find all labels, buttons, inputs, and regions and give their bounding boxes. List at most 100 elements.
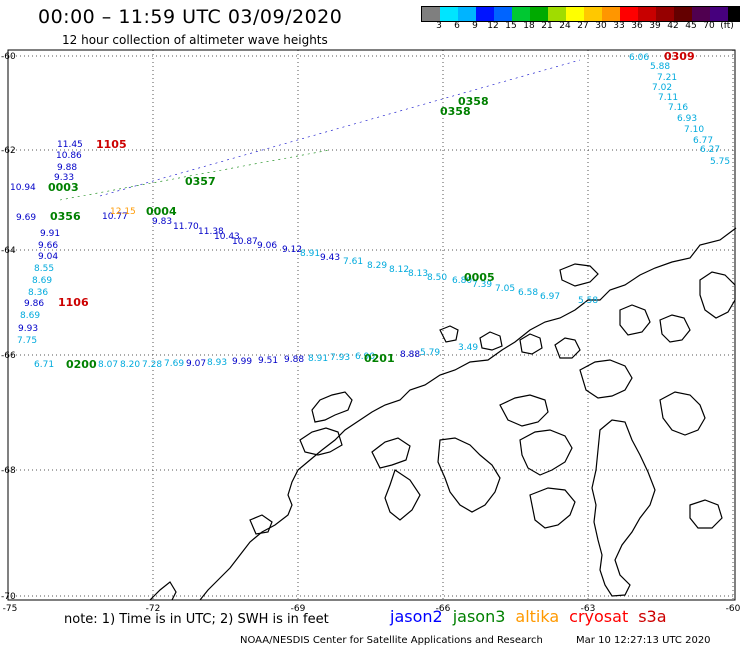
wave-height-label: 6.77 bbox=[693, 136, 713, 146]
color-scale-tick: 24 bbox=[559, 21, 571, 31]
wave-height-label: 9.12 bbox=[282, 245, 302, 255]
coastline-segment bbox=[299, 427, 343, 456]
color-swatch-12 bbox=[638, 7, 656, 21]
lon-label: -66 bbox=[436, 604, 451, 614]
color-scale-tick: 12 bbox=[487, 21, 499, 31]
color-scale-tick: 39 bbox=[649, 21, 661, 31]
coastline-segment bbox=[579, 359, 633, 399]
coastline-segment bbox=[519, 429, 573, 476]
pass-time-label: 0005 bbox=[464, 271, 495, 284]
coastline-segment bbox=[149, 581, 177, 601]
wave-height-label: 8.91 bbox=[300, 249, 320, 259]
color-swatch-13 bbox=[656, 7, 674, 21]
lon-label: -69 bbox=[291, 604, 306, 614]
wave-height-label: 9.86 bbox=[24, 299, 44, 309]
wave-height-label: 11.38 bbox=[198, 227, 224, 237]
coastline-segment bbox=[689, 499, 723, 529]
legend-s3a: s3a bbox=[638, 607, 667, 626]
wave-height-label: 8.91 bbox=[308, 354, 328, 364]
color-scale-tick: (ft) bbox=[720, 21, 734, 31]
color-scale-labels: 3 6 9 12 15 18 21 24 27 30 33 36 39 42 45 70 (ft) bbox=[421, 21, 740, 33]
color-scale-tick: 70 bbox=[703, 21, 715, 31]
lat-label: -66 bbox=[1, 351, 16, 361]
wave-height-label: 10.94 bbox=[10, 183, 36, 193]
color-swatch-14 bbox=[674, 7, 692, 21]
wave-height-label: 6.93 bbox=[677, 114, 697, 124]
map-title: 00:00 – 11:59 UTC 03/09/2020 bbox=[38, 6, 343, 28]
wave-height-label: 9.04 bbox=[38, 252, 58, 262]
wave-height-label: 6.58 bbox=[518, 288, 538, 298]
track-lines bbox=[59, 59, 581, 201]
wave-height-label: 9.07 bbox=[186, 359, 206, 369]
wave-height-label: 9.88 bbox=[57, 163, 77, 173]
coastline-segment bbox=[619, 304, 651, 336]
coastline-segment bbox=[519, 333, 543, 355]
axis-labels: -75 -72 -69 -66 -63 -60 -60 -62 -64 -66 -68 -70 bbox=[1, 52, 740, 614]
lon-label: -63 bbox=[581, 604, 596, 614]
wave-height-label: 7.16 bbox=[668, 103, 688, 113]
wave-height-label: 7.75 bbox=[17, 336, 37, 346]
wave-height-color-scale bbox=[421, 6, 740, 22]
coastline-segment bbox=[559, 263, 599, 287]
lon-label: -60 bbox=[726, 604, 740, 614]
pass-time-label: 0357 bbox=[185, 175, 216, 188]
wave-height-label: 7.93 bbox=[330, 353, 350, 363]
coastline-segment bbox=[384, 469, 421, 521]
color-scale-tick: 27 bbox=[577, 21, 589, 31]
satellite-track bbox=[99, 59, 581, 197]
wave-height-label: 9.88 bbox=[284, 355, 304, 365]
wave-height-label: 8.29 bbox=[367, 261, 387, 271]
wave-height-label: 9.51 bbox=[258, 356, 278, 366]
color-scale-tick: 9 bbox=[472, 21, 478, 31]
wave-height-label: 10.87 bbox=[232, 237, 258, 247]
wave-height-label: 11.70 bbox=[173, 222, 199, 232]
wave-height-label: 9.06 bbox=[257, 241, 277, 251]
pass-time-label: 0003 bbox=[48, 181, 79, 194]
wave-height-label: 6.27 bbox=[700, 145, 720, 155]
lat-label: -62 bbox=[1, 146, 16, 156]
color-scale-tick: 3 bbox=[436, 21, 442, 31]
color-swatch-15 bbox=[692, 7, 710, 21]
color-scale-tick: 30 bbox=[595, 21, 607, 31]
wave-height-label: 8.07 bbox=[98, 360, 118, 370]
wave-height-values: 6.065.887.217.027.117.166.937.106.776.27… bbox=[10, 53, 730, 370]
coastline-segment bbox=[311, 391, 353, 423]
color-swatch-1 bbox=[440, 7, 458, 21]
coastline-segment bbox=[371, 437, 411, 469]
color-swatch-3 bbox=[476, 7, 494, 21]
wave-height-label: 8.88 bbox=[400, 350, 420, 360]
pass-time-label: 0358 bbox=[458, 95, 489, 108]
wave-height-label: 6.97 bbox=[540, 292, 560, 302]
color-scale-tick: 6 bbox=[454, 21, 460, 31]
pass-time-label: 0309 bbox=[664, 50, 695, 63]
coastline-segment bbox=[659, 314, 691, 343]
wave-height-label: 8.12 bbox=[389, 265, 409, 275]
color-scale-tick: 45 bbox=[685, 21, 697, 31]
wave-height-label: 5.58 bbox=[578, 296, 598, 306]
color-scale-tick: 18 bbox=[523, 21, 535, 31]
color-swatch-7 bbox=[548, 7, 566, 21]
wave-height-label: 8.55 bbox=[34, 264, 54, 274]
coastline-segment bbox=[529, 487, 576, 529]
wave-height-label: 7.10 bbox=[684, 125, 704, 135]
lat-label: -70 bbox=[1, 592, 16, 602]
wave-height-label: 9.93 bbox=[18, 324, 38, 334]
wave-height-label: 8.13 bbox=[408, 269, 428, 279]
color-swatch-5 bbox=[512, 7, 530, 21]
wave-height-label: 6.06 bbox=[629, 53, 649, 63]
lon-label: -75 bbox=[3, 604, 18, 614]
wave-height-label: 8.69 bbox=[32, 276, 52, 286]
coastline-segment bbox=[437, 437, 501, 513]
wave-height-label: 6.71 bbox=[34, 360, 54, 370]
wave-height-label: 9.66 bbox=[38, 241, 58, 251]
color-swatch-6 bbox=[530, 7, 548, 21]
wave-height-label: 3.49 bbox=[458, 343, 478, 353]
coastline-segment bbox=[554, 337, 581, 359]
wave-height-label: 6.80 bbox=[452, 276, 472, 286]
color-scale-tick: 42 bbox=[667, 21, 679, 31]
pass-time-label: 0200 bbox=[66, 358, 97, 371]
wave-height-label: 10.77 bbox=[102, 212, 128, 222]
wave-height-label: 5.79 bbox=[420, 348, 440, 358]
